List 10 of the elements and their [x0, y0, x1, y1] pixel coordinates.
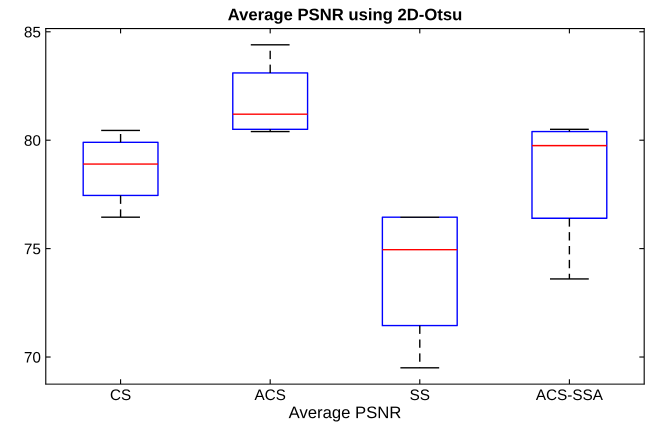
y-tick-label: 85 [24, 26, 40, 38]
x-tick-label: CS [110, 389, 130, 400]
y-tick-label: 70 [24, 352, 40, 363]
x-tick-label: ACS-SSA [536, 389, 603, 400]
y-tick-label: 75 [24, 244, 40, 254]
y-tick-label: 80 [24, 135, 40, 146]
chart-title: Average PSNR using 2D-Otsu [228, 8, 462, 24]
x-axis-title: Average PSNR [288, 406, 401, 422]
x-tick-label: ACS [254, 389, 286, 400]
x-tick-label: SS [410, 389, 430, 400]
